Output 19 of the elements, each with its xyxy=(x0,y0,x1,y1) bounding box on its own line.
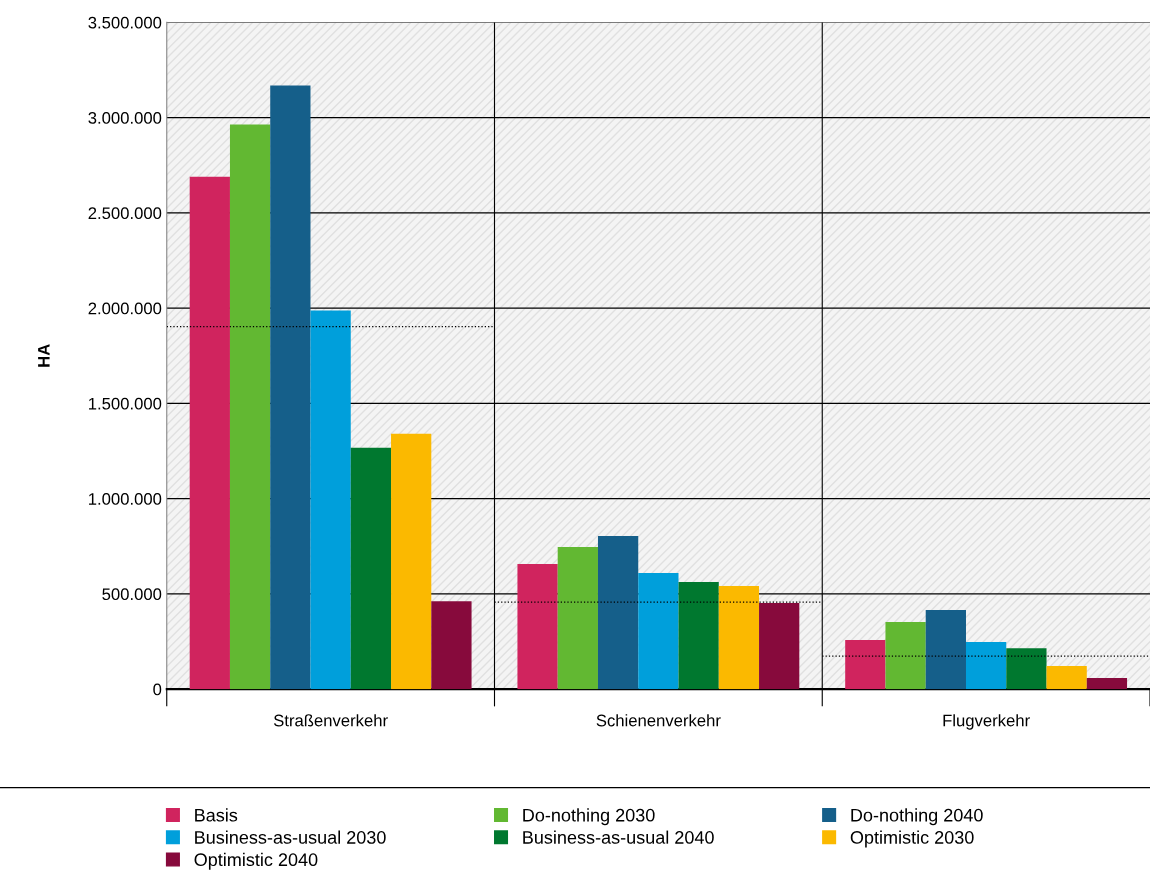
legend-label: Do-nothing 2040 xyxy=(851,808,983,826)
legend-label: Optimistic 2040 xyxy=(194,852,318,870)
legend-label: Business-as-usual 2040 xyxy=(523,830,714,844)
x-tick-label: Schienenverkehr xyxy=(596,714,721,727)
legend-label: Basis xyxy=(195,808,238,822)
y-tick-label: 1.000.000 xyxy=(89,493,162,505)
y-tick-label: 3.000.000 xyxy=(88,112,162,124)
y-tick-label: 0 xyxy=(153,683,162,696)
y-tick-label: 3.500.000 xyxy=(88,16,162,29)
x-tick-label: Straßenverkehr xyxy=(273,714,388,727)
y-axis-title: HA xyxy=(38,344,50,367)
legend-label: Optimistic 2030 xyxy=(850,830,974,848)
y-tick-label: 500.000 xyxy=(102,588,162,601)
y-tick-label: 2.000.000 xyxy=(88,302,162,315)
legend-label: Business-as-usual 2030 xyxy=(195,830,386,844)
y-tick-label: 1.500.000 xyxy=(89,397,162,410)
y-tick-label: 2.500.000 xyxy=(88,207,162,220)
legend-label: Do-nothing 2030 xyxy=(523,808,655,826)
x-tick-label: Flugverkehr xyxy=(943,714,1030,730)
